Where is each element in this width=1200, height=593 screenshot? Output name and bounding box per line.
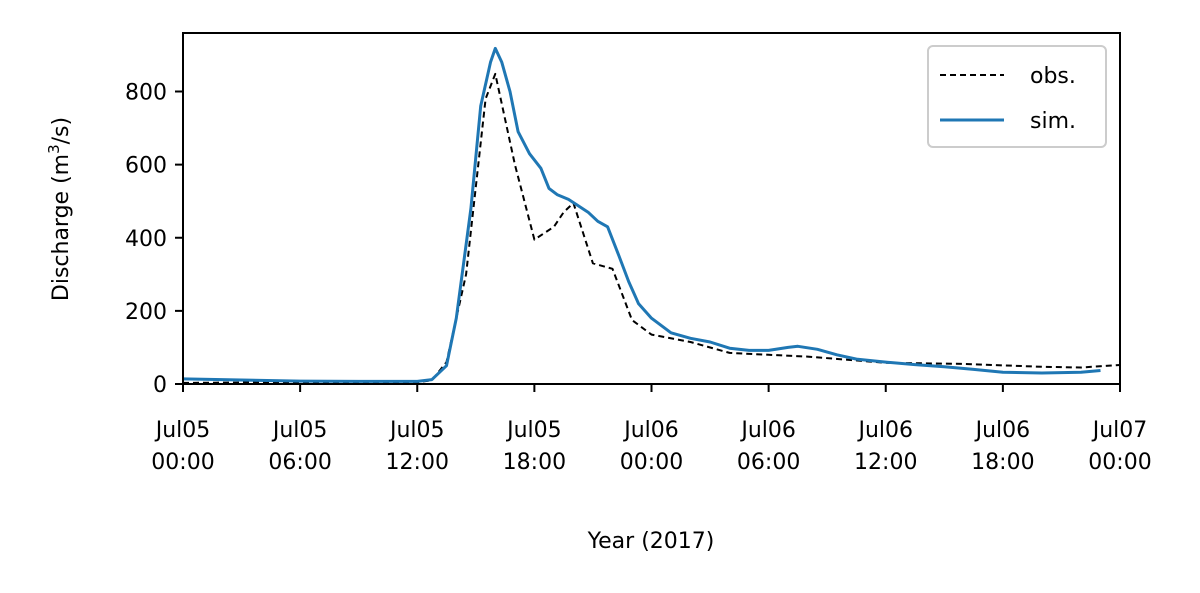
y-tick-label: 600 bbox=[125, 154, 167, 179]
x-tick-label-date: Jul06 bbox=[974, 418, 1031, 443]
legend-label-sim: sim. bbox=[1030, 109, 1076, 134]
y-axis-label-sup: 3 bbox=[45, 144, 63, 154]
y-tick-label: 0 bbox=[153, 373, 167, 398]
x-tick-label-date: Jul05 bbox=[271, 418, 328, 443]
x-tick-label-time: 18:00 bbox=[503, 450, 566, 475]
x-axis-ticks: Jul05 00:00 Jul05 06:00 Jul05 12:00 Jul05 18:00… bbox=[151, 384, 1152, 475]
x-tick-label-date: Jul07 bbox=[1091, 418, 1148, 443]
x-tick-label-date: Jul06 bbox=[739, 418, 796, 443]
x-tick-label-time: 00:00 bbox=[1088, 450, 1151, 475]
y-axis-label-main: Discharge (m bbox=[49, 154, 74, 301]
x-tick-label-time: 12:00 bbox=[386, 450, 449, 475]
x-tick-label-date: Jul05 bbox=[154, 418, 211, 443]
x-tick-label-date: Jul06 bbox=[622, 418, 679, 443]
x-tick-label-time: 00:00 bbox=[151, 450, 214, 475]
x-tick-label-time: 00:00 bbox=[620, 450, 683, 475]
x-tick-label-date: Jul05 bbox=[505, 418, 562, 443]
series-line-sim bbox=[182, 46, 1101, 383]
y-tick-label: 400 bbox=[125, 227, 167, 252]
legend: obs. sim. bbox=[927, 45, 1107, 148]
y-axis-ticks: 0 200 400 600 800 bbox=[125, 81, 183, 398]
plot-series bbox=[182, 46, 1121, 384]
legend-box bbox=[927, 45, 1107, 148]
x-tick-label-date: Jul05 bbox=[388, 418, 445, 443]
x-tick-label-time: 06:00 bbox=[268, 450, 331, 475]
x-tick-label-date: Jul06 bbox=[856, 418, 913, 443]
x-tick-label-time: 06:00 bbox=[737, 450, 800, 475]
y-tick-label: 800 bbox=[125, 81, 167, 106]
y-axis-label-tail: /s) bbox=[49, 117, 74, 144]
x-tick-label-time: 18:00 bbox=[971, 450, 1034, 475]
x-tick-label-time: 12:00 bbox=[854, 450, 917, 475]
y-tick-label: 200 bbox=[125, 300, 167, 325]
series-line-obs bbox=[182, 72, 1121, 384]
legend-label-obs: obs. bbox=[1030, 64, 1076, 89]
x-axis-label: Year (2017) bbox=[587, 529, 715, 554]
y-axis-label: Discharge (m3/s) bbox=[45, 117, 74, 301]
